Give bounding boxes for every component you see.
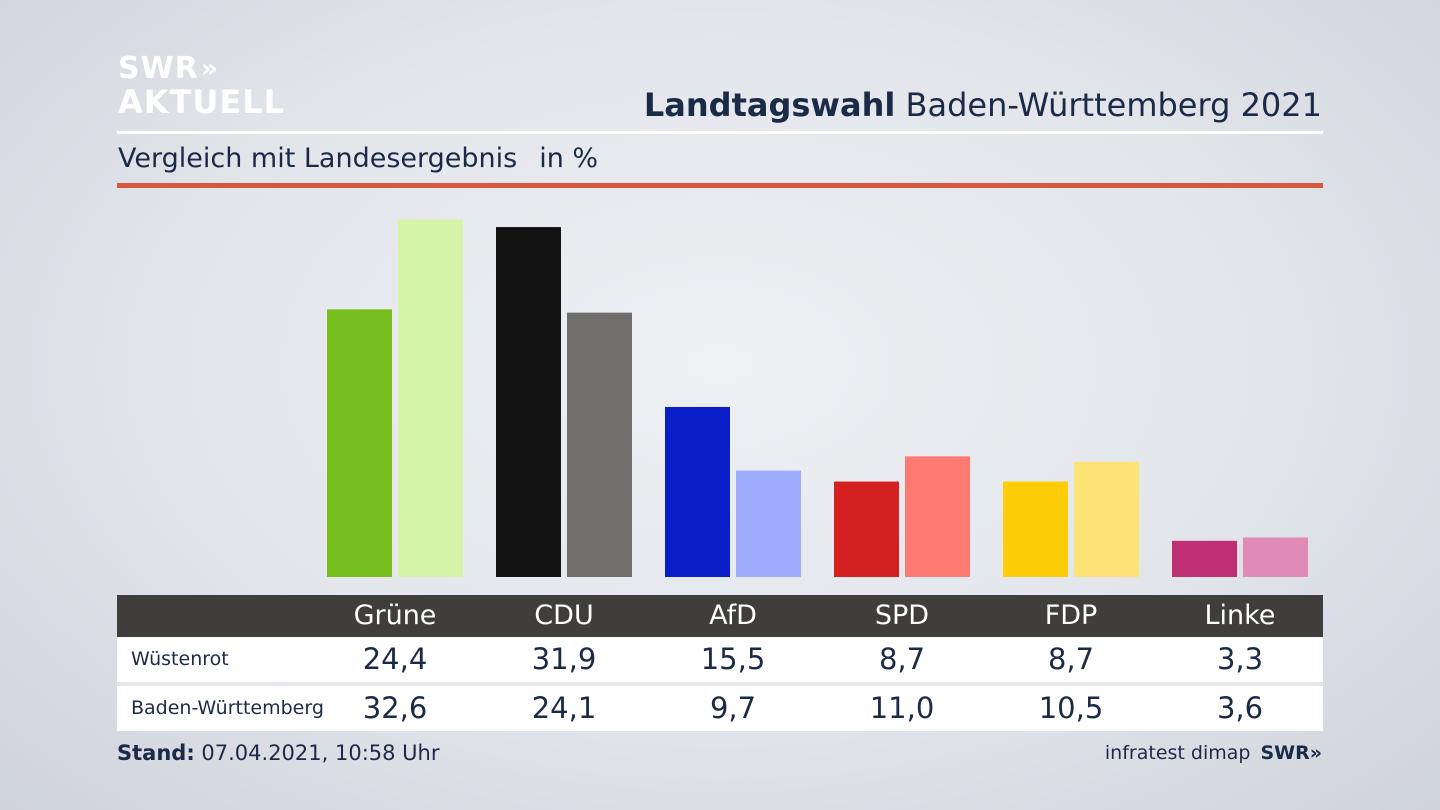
value-fdp-wuestenrot: 8,7 bbox=[1047, 642, 1095, 676]
value-gruene-wuestenrot: 24,4 bbox=[362, 642, 428, 676]
value-afd-baden-wuerttemberg: 9,7 bbox=[709, 691, 757, 725]
subtitle-unit: in % bbox=[539, 143, 599, 174]
timestamp-label: Stand: bbox=[117, 741, 195, 765]
column-header-gruene: Grüne bbox=[353, 600, 437, 631]
value-cdu-wuestenrot: 31,9 bbox=[531, 642, 597, 676]
bar-spd-wuestenrot bbox=[834, 481, 899, 577]
bar-fdp-baden-wuerttemberg bbox=[1074, 461, 1139, 577]
bar-spd-baden-wuerttemberg bbox=[905, 456, 970, 577]
bar-cdu-baden-wuerttemberg bbox=[567, 312, 632, 577]
timestamp-value: 07.04.2021, 10:58 Uhr bbox=[194, 741, 440, 765]
source-name: infratest dimap bbox=[1104, 742, 1251, 764]
bar-linke-wuestenrot bbox=[1172, 540, 1237, 577]
row-label-baden-wuerttemberg: Baden-Württemberg bbox=[131, 697, 324, 719]
table-row-baden-wuerttemberg: Baden-Württemberg 32,6 24,1 9,7 11,0 10,5 3,6 bbox=[117, 686, 1323, 731]
bar-fdp-wuestenrot bbox=[1003, 481, 1068, 577]
logo-swr-text: SWR bbox=[118, 51, 199, 86]
value-gruene-baden-wuerttemberg: 32,6 bbox=[362, 691, 428, 725]
column-header-fdp: FDP bbox=[1044, 600, 1098, 631]
row-gap bbox=[117, 682, 1323, 686]
accent-divider bbox=[117, 183, 1323, 188]
timestamp: Stand: 07.04.2021, 10:58 Uhr bbox=[117, 741, 440, 765]
subtitle-label: Vergleich mit Landesergebnis bbox=[118, 143, 518, 174]
value-spd-wuestenrot: 8,7 bbox=[878, 642, 926, 676]
swr-footer-logo: SWR» bbox=[1260, 742, 1322, 764]
value-linke-baden-wuerttemberg: 3,6 bbox=[1216, 691, 1264, 725]
page-title: Landtagswahl Baden-Württemberg 2021 bbox=[644, 86, 1322, 124]
bar-gruene-baden-wuerttemberg bbox=[398, 219, 463, 577]
column-header-linke: Linke bbox=[1204, 600, 1276, 631]
table-header: Grüne CDU AfD SPD FDP Linke bbox=[117, 595, 1323, 637]
bar-gruene-wuestenrot bbox=[327, 309, 392, 577]
table-row-wuestenrot: Wüstenrot 24,4 31,9 15,5 8,7 8,7 3,3 bbox=[117, 637, 1323, 682]
bar-afd-baden-wuerttemberg bbox=[736, 470, 801, 577]
bar-linke-baden-wuerttemberg bbox=[1243, 537, 1308, 577]
logo-chevrons-icon: » bbox=[200, 54, 218, 84]
value-linke-wuestenrot: 3,3 bbox=[1216, 642, 1264, 676]
value-afd-wuestenrot: 15,5 bbox=[700, 642, 766, 676]
logo-aktuell-text: AKTUELL bbox=[118, 83, 286, 121]
page-title-bold: Landtagswahl bbox=[643, 86, 896, 124]
value-fdp-baden-wuerttemberg: 10,5 bbox=[1038, 691, 1104, 725]
source-credit: infratest dimap SWR» bbox=[1105, 742, 1322, 764]
column-header-afd: AfD bbox=[709, 600, 757, 631]
value-spd-baden-wuerttemberg: 11,0 bbox=[869, 691, 935, 725]
page-title-rest: Baden-Württemberg 2021 bbox=[895, 86, 1323, 124]
bar-cdu-wuestenrot bbox=[496, 227, 561, 578]
bar-chart bbox=[327, 219, 1308, 578]
row-label-wuestenrot: Wüstenrot bbox=[131, 648, 229, 670]
results-table: Grüne CDU AfD SPD FDP Linke Wüstenrot 24,4 31,… bbox=[117, 595, 1323, 731]
title-divider bbox=[117, 131, 1323, 134]
value-cdu-baden-wuerttemberg: 24,1 bbox=[531, 691, 597, 725]
swr-aktuell-logo: SWR» AKTUELL bbox=[118, 51, 286, 121]
bar-afd-wuestenrot bbox=[665, 406, 730, 577]
column-header-spd: SPD bbox=[874, 600, 930, 631]
column-header-cdu: CDU bbox=[534, 600, 594, 631]
chart-subtitle: Vergleich mit Landesergebnis in % bbox=[118, 143, 598, 174]
